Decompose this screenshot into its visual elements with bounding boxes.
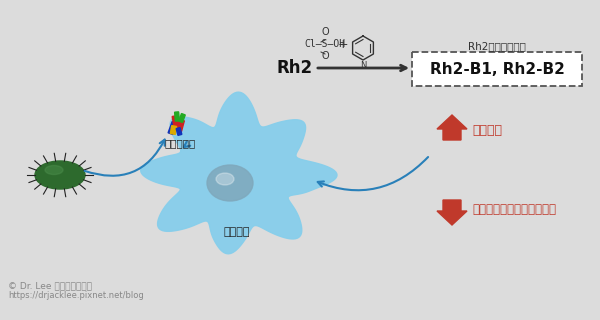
Text: 細菌內毒素: 細菌內毒素 [164,138,196,148]
Polygon shape [141,92,337,254]
Bar [172,116,179,126]
Bar [176,120,184,132]
Text: Cl—S—OH: Cl—S—OH [304,39,346,49]
Bar [176,128,182,135]
FancyBboxPatch shape [412,52,582,86]
Text: © Dr. Lee 人蔘皂甙狂想曲: © Dr. Lee 人蔘皂甙狂想曲 [8,281,92,290]
Text: N: N [360,61,366,70]
Text: 細胞內毒素引起的發炎反應: 細胞內毒素引起的發炎反應 [472,203,556,216]
Ellipse shape [35,161,85,189]
Text: https://drjacklee.pixnet.net/blog: https://drjacklee.pixnet.net/blog [8,291,144,300]
Text: O: O [321,27,329,37]
Polygon shape [437,200,467,225]
Bar [170,126,176,134]
Text: 巨噬細胞: 巨噬細胞 [224,227,250,237]
Text: Rh2的硫酸衍生物: Rh2的硫酸衍生物 [468,41,526,51]
Ellipse shape [216,173,234,185]
Text: Rh2: Rh2 [277,59,313,77]
Bar [175,112,179,121]
Bar [179,114,185,123]
Polygon shape [437,115,467,140]
Text: O: O [321,51,329,61]
Bar [168,122,177,134]
Text: 水溶解度: 水溶解度 [472,124,502,137]
Text: +: + [338,38,349,51]
Ellipse shape [45,165,63,174]
Ellipse shape [207,165,253,201]
Text: Rh2-B1, Rh2-B2: Rh2-B1, Rh2-B2 [430,61,565,76]
